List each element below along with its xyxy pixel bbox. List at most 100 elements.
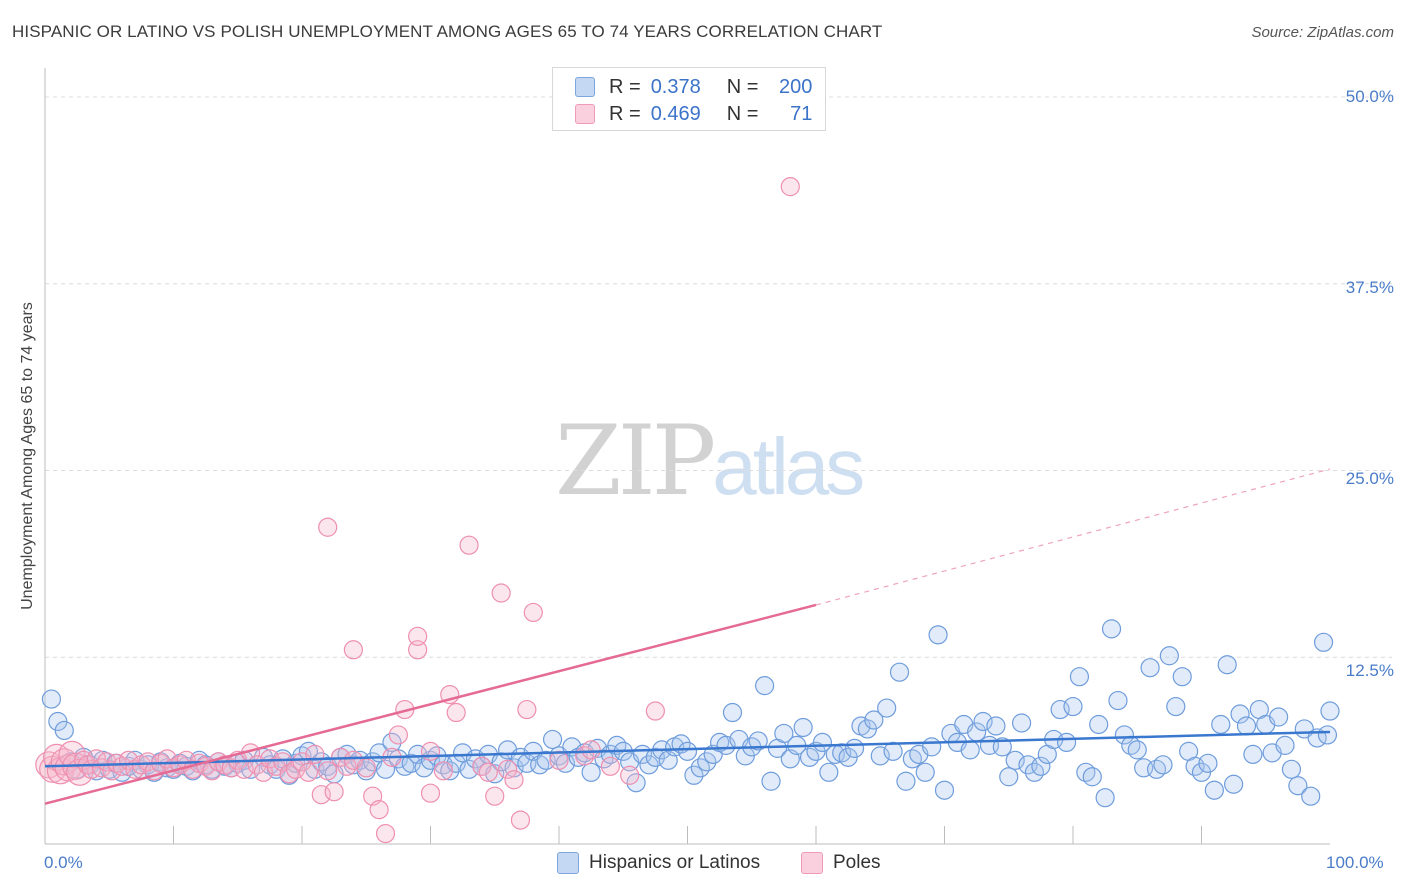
poles-point (498, 759, 518, 779)
r-value: 0.469 (650, 102, 701, 125)
hispanics-point (677, 741, 698, 761)
hispanics-point (1153, 755, 1173, 775)
hispanics-point (754, 676, 775, 696)
poles-point (408, 626, 428, 646)
r-value: 0.378 (650, 75, 701, 98)
y-tick-label: 12.5% (1345, 661, 1394, 680)
hispanics-point (1114, 725, 1135, 745)
poles-point (620, 765, 640, 785)
hispanics-point (382, 732, 402, 753)
poles-point (356, 758, 376, 778)
hispanics-point (934, 780, 955, 800)
watermark: ZIPatlas (555, 405, 865, 517)
poles-point (504, 770, 524, 790)
legend-item-poles[interactable]: Poles (801, 852, 881, 874)
hispanics-point (41, 689, 62, 709)
poles-point (433, 761, 453, 781)
poles-point (517, 699, 537, 720)
hispanics-point (697, 752, 717, 772)
poles-point (581, 740, 601, 760)
legend-label: Poles (833, 852, 881, 873)
hispanics-point (889, 662, 910, 682)
poles-point (549, 750, 569, 770)
poles-point (420, 741, 441, 761)
poles-point (298, 762, 319, 782)
poles-trend-line (44, 603, 817, 805)
hispanics-point (999, 767, 1019, 787)
correlation-legend: R = 0.378 N = 200 R = 0.469 N = 71 (552, 67, 826, 131)
legend-item-hispanics[interactable]: Hispanics or Latinos (557, 852, 760, 874)
poles-trend-extension (815, 468, 1331, 606)
hispanics-point (1166, 696, 1186, 717)
hispanics-point (722, 702, 743, 723)
hispanics-point (1281, 759, 1302, 779)
y-tick-label: 25.0% (1345, 469, 1394, 488)
hispanics-point (1056, 732, 1077, 753)
hispanics-point (877, 698, 897, 718)
hispanics-point (440, 761, 460, 781)
trend-lines (44, 468, 1331, 805)
hispanics-trend-line (44, 730, 1331, 768)
hispanics-point (1217, 655, 1237, 675)
hispanics-point (748, 731, 768, 751)
poles-point (343, 640, 363, 660)
poles-point (600, 756, 621, 776)
hispanics-point (844, 738, 865, 758)
hispanics-point (684, 765, 704, 785)
hispanics-point (928, 625, 948, 645)
hispanics-point (1031, 756, 1051, 776)
legend-label: Hispanics or Latinos (589, 852, 761, 873)
hispanics-point (1108, 690, 1128, 711)
series-hispanics-points (41, 619, 1340, 808)
r-label: R = (609, 102, 641, 125)
hispanics-point (922, 737, 942, 757)
n-label: N = (726, 75, 759, 98)
hispanics-point (1127, 740, 1147, 760)
hispanics-point (1063, 696, 1083, 717)
poles-point (408, 640, 428, 660)
hispanics-point (54, 720, 74, 741)
hispanics-point (1236, 716, 1257, 736)
hispanics-point (986, 716, 1006, 736)
hispanics-point (1230, 704, 1250, 724)
n-value: 200 (779, 75, 813, 98)
hispanics-point (1204, 780, 1224, 800)
poles-point (324, 782, 344, 802)
chart-title: HISPANIC OR LATINO VS POLISH UNEMPLOYMEN… (12, 22, 883, 41)
hispanics-point (1082, 767, 1102, 787)
poles-point (485, 786, 505, 806)
hispanics-point (1301, 786, 1321, 806)
hispanics-point (1005, 750, 1025, 770)
poles-point (645, 701, 665, 721)
hispanics-point (1268, 707, 1289, 727)
legend-swatch-pink (575, 104, 595, 124)
hispanics-point (1011, 713, 1032, 733)
hispanics-point (819, 762, 839, 782)
hispanics-point (388, 749, 408, 769)
hispanics-point (639, 755, 659, 775)
poles-point (523, 602, 543, 623)
y-axis-label: Unemployment Among Ages 65 to 74 years (19, 302, 36, 610)
poles-point (420, 783, 441, 803)
hispanics-point (915, 762, 935, 782)
hispanics-point (774, 723, 794, 744)
grid-lines (45, 96, 1392, 658)
hispanics-point (1198, 753, 1218, 773)
poles-point (318, 517, 338, 537)
n-value: 71 (790, 102, 813, 125)
hispanics-point (761, 771, 781, 791)
poles-point (318, 761, 338, 781)
hispanics-point (1095, 788, 1115, 808)
hispanics-point (1288, 776, 1308, 796)
hispanics-point (1320, 701, 1340, 721)
hispanics-point (870, 746, 890, 766)
y-tick-label: 50.0% (1345, 87, 1394, 106)
hispanics-point (1275, 735, 1295, 755)
poles-point (491, 583, 511, 603)
hispanics-point (1313, 632, 1334, 652)
hispanics-point (414, 758, 434, 778)
hispanics-point (1101, 619, 1122, 639)
poles-point (510, 810, 531, 830)
legend-row-poles: R = 0.469 N = 71 (575, 101, 812, 127)
